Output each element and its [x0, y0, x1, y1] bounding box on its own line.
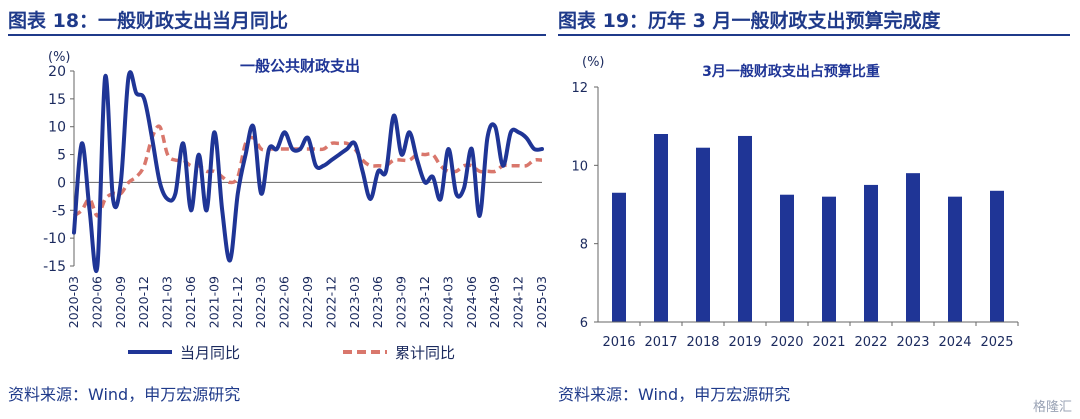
series-line-monthly	[72, 70, 544, 273]
right-x-tick-label: 2025	[980, 335, 1013, 350]
bar-2019	[738, 135, 752, 322]
left-x-tick-label: 2021-09	[206, 276, 221, 328]
left-x-tick-label: 2021-06	[183, 276, 198, 328]
legend-label-cumulative: 累计同比	[395, 344, 455, 362]
left-y-axis: -15 -10 -5 0 5 10 15 20	[43, 64, 75, 275]
left-x-tick-label: 2020-09	[113, 276, 128, 328]
right-x-tick-label: 2021	[812, 335, 845, 350]
bar-2021	[822, 196, 836, 322]
figure-title-right: 图表 19：历年 3 月一般财政支出预算完成度	[558, 10, 941, 32]
left-y-tick-label: -5	[52, 203, 66, 219]
right-y-tick-label: 10	[571, 159, 588, 174]
right-y-tick-label: 8	[580, 238, 588, 253]
left-y-tick-label: -15	[43, 259, 66, 275]
left-x-tick-label: 2022-03	[253, 276, 268, 328]
title-rule-right	[558, 34, 1070, 36]
right-x-tick-label: 2020	[770, 335, 803, 350]
title-rule-left	[8, 34, 546, 36]
left-x-tick-label: 2022-06	[277, 276, 292, 328]
line-chart: (%) 一般公共财政支出 -15 -10 -5 0 5 10 15 20 2020-03 202…	[43, 50, 549, 362]
right-x-tick-label: 2019	[728, 335, 761, 350]
left-x-tick-label: 2024-03	[440, 276, 455, 328]
left-y-tick-label: 0	[57, 175, 66, 191]
left-unit-label: (%)	[48, 50, 71, 65]
left-series-group	[72, 70, 544, 273]
bar-2024	[948, 196, 962, 322]
source-note-right: 资料来源：Wind，申万宏源研究	[558, 385, 791, 404]
left-chart-title: 一般公共财政支出	[240, 57, 360, 75]
left-x-tick-label: 2023-06	[370, 276, 385, 328]
legend-label-monthly: 当月同比	[180, 344, 240, 362]
figure-title-left: 图表 18：一般财政支出当月同比	[8, 10, 289, 32]
left-y-tick-label: 5	[57, 148, 66, 164]
left-x-tick-label: 2022-09	[300, 276, 315, 328]
left-x-tick-label: 2024-09	[487, 276, 502, 328]
right-y-tick-label: 12	[571, 81, 588, 96]
left-x-tick-label: 2020-12	[136, 276, 151, 328]
source-note-left: 资料来源：Wind，申万宏源研究	[8, 385, 241, 404]
left-x-tick-label: 2023-03	[347, 276, 362, 328]
bar-2025	[990, 190, 1004, 322]
right-x-tick-label: 2023	[896, 335, 929, 350]
left-x-tick-label: 2025-03	[534, 276, 549, 328]
left-y-tick-label: 15	[48, 92, 66, 108]
left-x-tick-label: 2023-12	[417, 276, 432, 328]
left-y-tick-label: -10	[43, 231, 66, 247]
watermark-logo: 格隆汇	[1032, 400, 1072, 415]
left-y-tick-label: 10	[48, 120, 66, 136]
left-x-tick-label: 2024-06	[464, 276, 479, 328]
left-x-tick-label: 2022-12	[323, 276, 338, 328]
right-x-tick-label: 2022	[854, 335, 887, 350]
bar-2020	[780, 194, 794, 322]
bar-2016	[612, 192, 626, 322]
right-y-tick-label: 6	[580, 316, 588, 331]
left-y-tick-label: 20	[48, 64, 66, 80]
right-chart-title: 3月一般财政支出占预算比重	[702, 63, 880, 80]
right-x-tick-label: 2024	[938, 335, 971, 350]
right-bars-group	[612, 134, 1004, 322]
bar-2023	[906, 173, 920, 322]
right-unit-label: (%)	[582, 55, 605, 70]
right-y-axis: 6 8 10 12	[571, 81, 599, 331]
left-x-tick-label: 2021-12	[230, 276, 245, 328]
bar-2018	[696, 147, 710, 322]
left-x-tick-label: 2020-06	[89, 276, 104, 328]
right-x-axis: 2016 2017 2018 2019 2020 2021 2022 2023 2024 2025	[598, 321, 1019, 350]
bar-2022	[864, 184, 878, 322]
right-x-tick-label: 2018	[686, 335, 719, 350]
left-x-tick-label: 2020-03	[66, 276, 81, 328]
legend: 当月同比 累计同比	[128, 344, 455, 362]
left-x-tick-label: 2023-09	[394, 276, 409, 328]
bar-2017	[654, 134, 668, 322]
left-x-tick-label: 2021-03	[160, 276, 175, 328]
right-x-tick-label: 2017	[644, 335, 677, 350]
right-x-tick-label: 2016	[602, 335, 635, 350]
left-x-tick-label: 2024-12	[511, 276, 526, 328]
